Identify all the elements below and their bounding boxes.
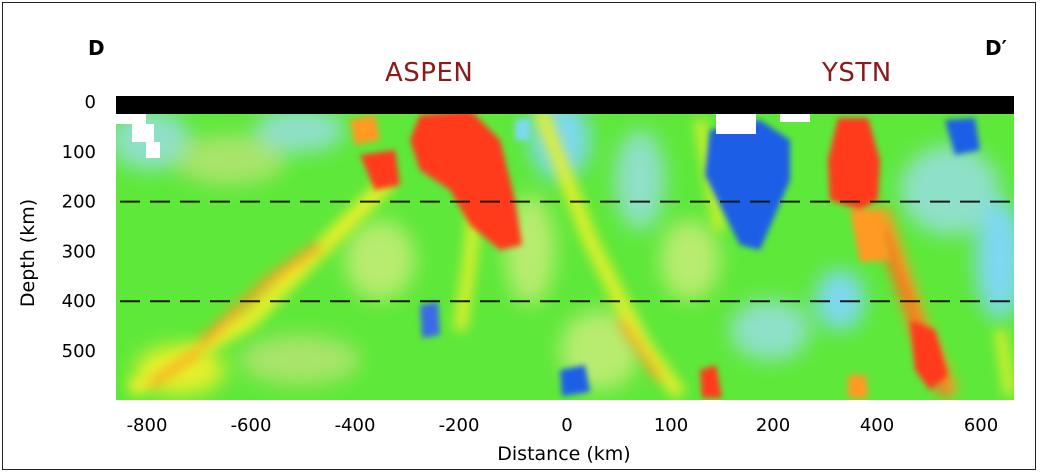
surface-band <box>116 96 1014 114</box>
y-tick-label: 100 <box>62 142 96 163</box>
x-tick-label: 400 <box>860 415 894 436</box>
heatmap-field <box>110 96 1025 400</box>
y-axis-ticks: 0 100 200 300 400 500 <box>62 92 96 362</box>
x-tick-label: -600 <box>231 415 272 436</box>
y-tick-label: 400 <box>62 291 96 312</box>
x-tick-label: 0 <box>561 415 572 436</box>
y-tick-label: 300 <box>62 241 96 262</box>
y-tick-label: 500 <box>62 341 96 362</box>
x-tick-label: 200 <box>756 415 790 436</box>
x-tick-label: 100 <box>654 415 688 436</box>
x-tick-label: 600 <box>964 415 998 436</box>
x-axis-ticks: -800 -600 -400 -200 0 100 200 400 600 <box>127 415 999 436</box>
y-tick-label: 200 <box>62 192 96 213</box>
x-tick-label: -400 <box>335 415 376 436</box>
x-tick-label: -800 <box>127 415 168 436</box>
y-tick-label: 0 <box>85 92 96 113</box>
x-tick-label: -200 <box>439 415 480 436</box>
